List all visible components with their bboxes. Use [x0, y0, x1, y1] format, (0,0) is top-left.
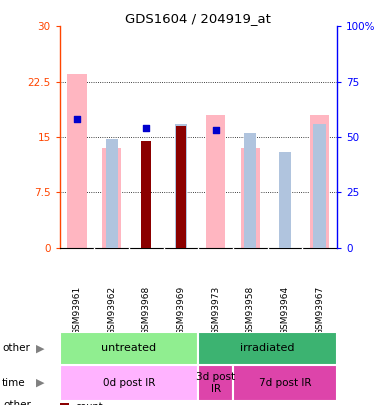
Text: GSM93967: GSM93967 [315, 286, 324, 335]
Text: GSM93961: GSM93961 [72, 286, 82, 335]
Bar [105, 139, 118, 248]
Text: irradiated: irradiated [240, 343, 295, 353]
Bar [176, 126, 186, 248]
Title: GDS1604 / 204919_at: GDS1604 / 204919_at [126, 12, 271, 25]
Text: GSM93958: GSM93958 [246, 286, 255, 335]
Text: GSM93962: GSM93962 [107, 286, 116, 335]
Text: GSM93969: GSM93969 [176, 286, 186, 335]
Bar [102, 148, 121, 248]
Point [213, 126, 219, 133]
Bar [60, 365, 198, 401]
Point [143, 125, 149, 131]
Text: ▶: ▶ [36, 378, 44, 388]
Bar [67, 74, 87, 248]
Text: ▶: ▶ [36, 343, 44, 353]
Text: untreated: untreated [101, 343, 157, 353]
Bar [313, 124, 326, 248]
Text: 7d post IR: 7d post IR [259, 378, 311, 388]
Bar [198, 332, 337, 365]
Text: count: count [75, 402, 103, 405]
Text: GSM93973: GSM93973 [211, 286, 220, 335]
Text: GSM93968: GSM93968 [142, 286, 151, 335]
Bar [310, 115, 329, 248]
Bar [233, 365, 337, 401]
Bar [175, 124, 187, 248]
Bar [141, 141, 152, 248]
Bar [244, 133, 256, 248]
Bar [279, 152, 291, 248]
Text: GSM93964: GSM93964 [280, 286, 290, 335]
Bar [241, 148, 260, 248]
Bar [198, 365, 233, 401]
Bar [60, 332, 198, 365]
Text: other: other [2, 343, 30, 353]
Text: time: time [2, 378, 25, 388]
Text: other: other [4, 400, 32, 405]
Bar [206, 115, 225, 248]
Text: 3d post
IR: 3d post IR [196, 372, 235, 394]
Point [74, 115, 80, 122]
Text: 0d post IR: 0d post IR [103, 378, 155, 388]
